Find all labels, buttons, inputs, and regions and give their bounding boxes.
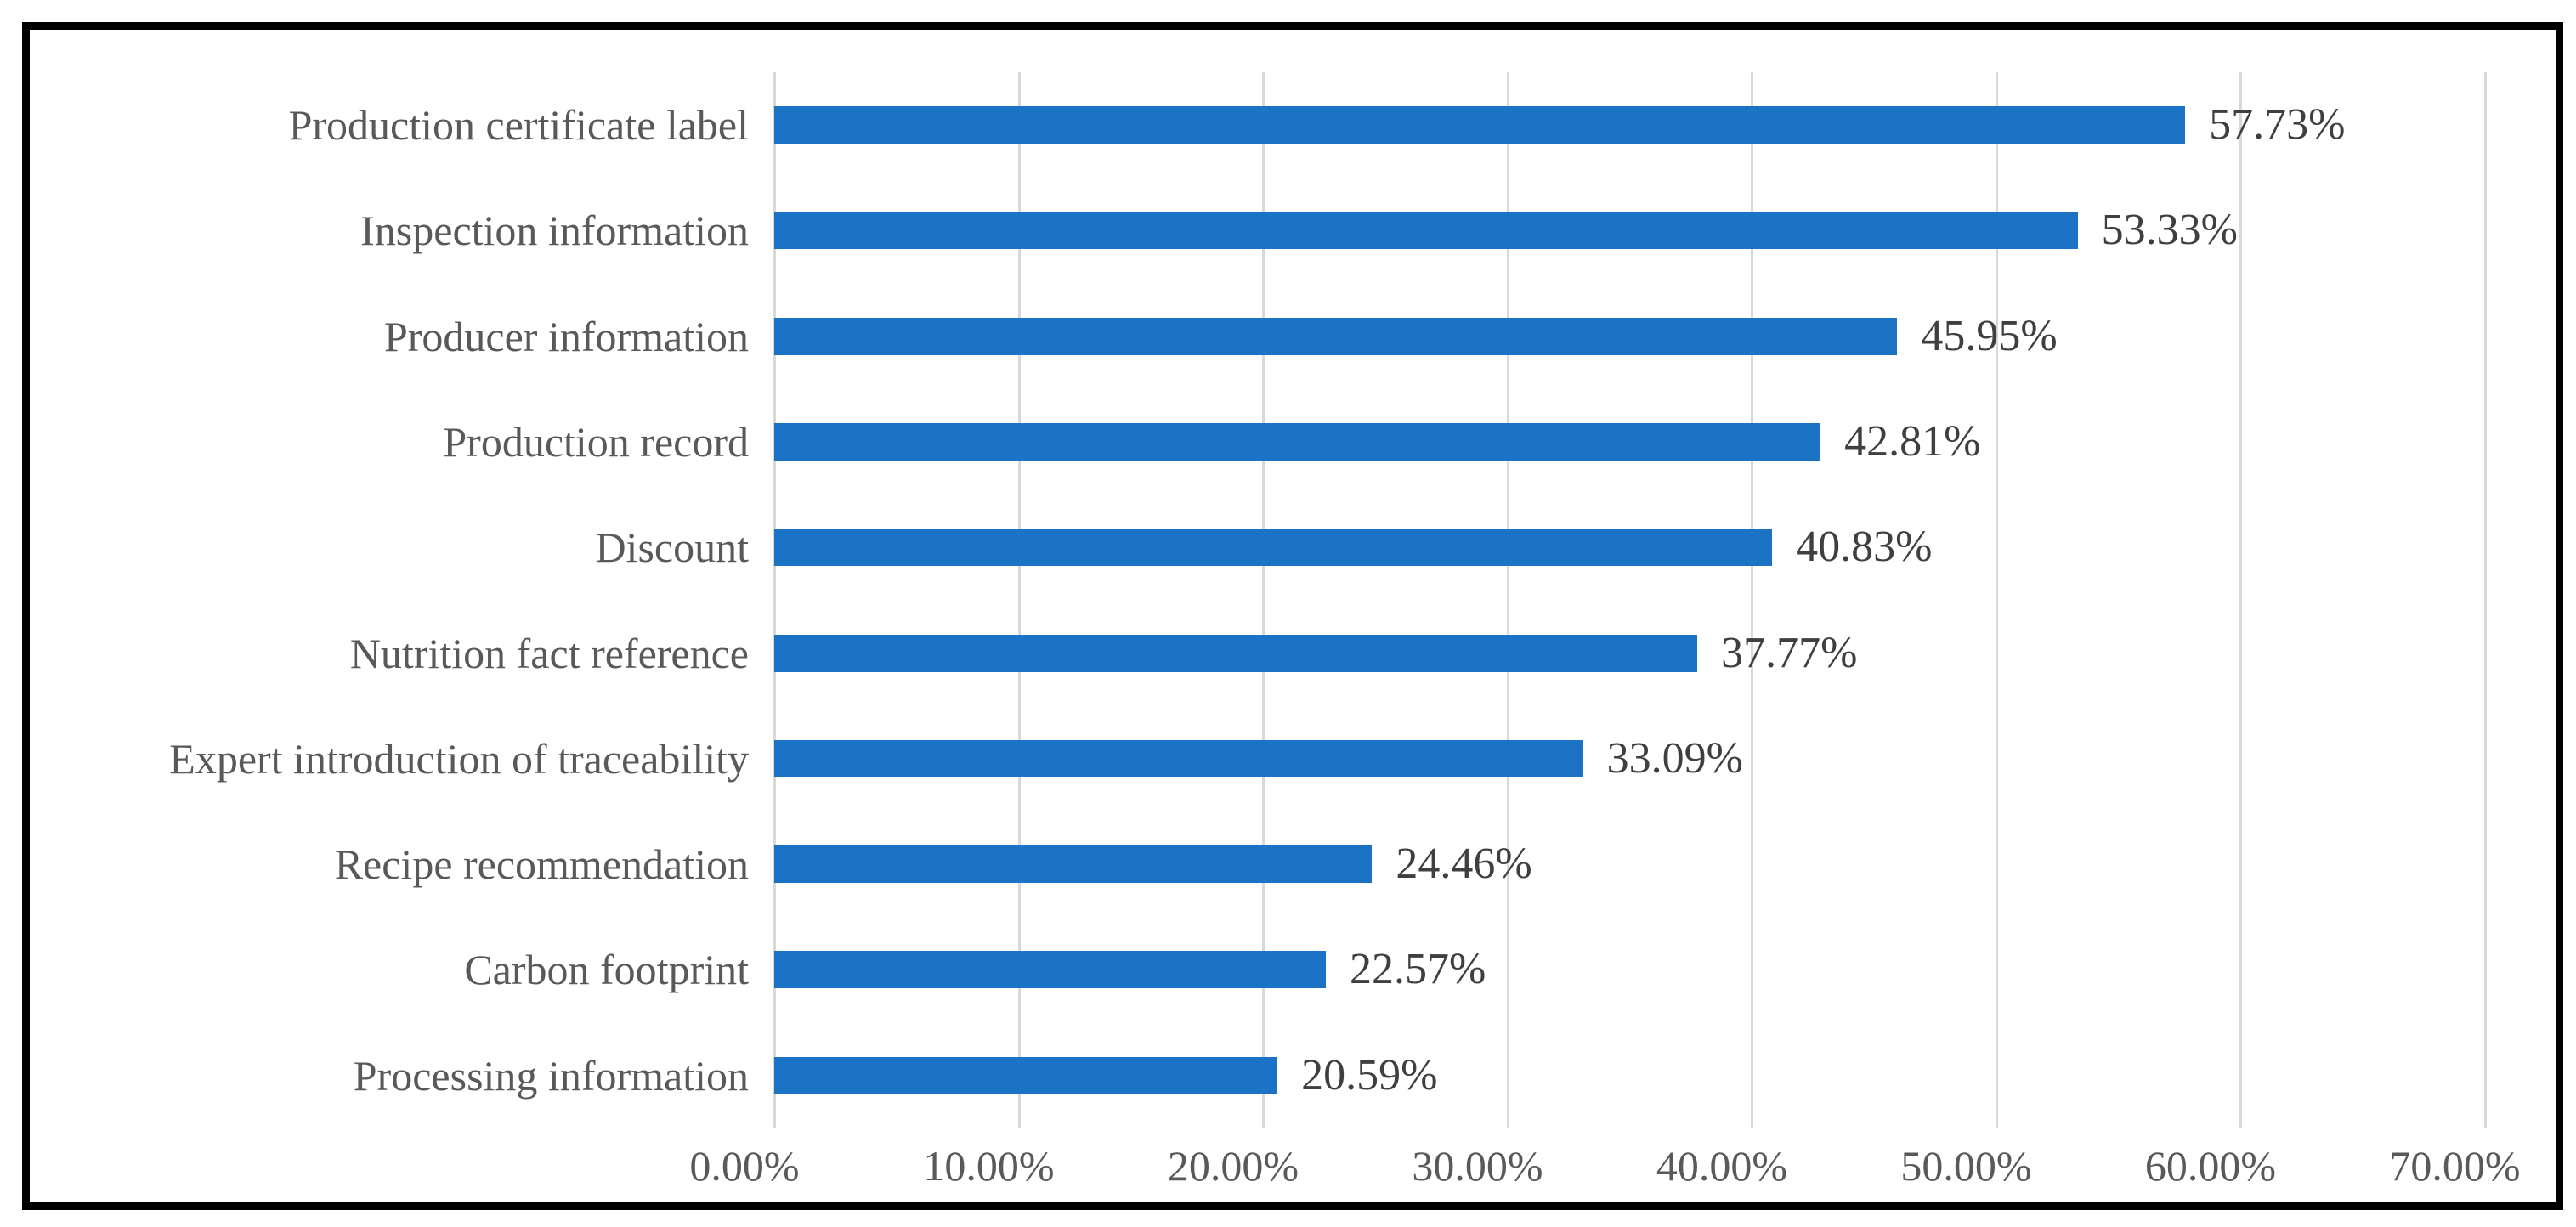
vertical-gridline (1995, 72, 1998, 1128)
bar (774, 634, 1698, 672)
vertical-gridline (1262, 72, 1265, 1128)
category-label: Nutrition fact reference (349, 629, 749, 677)
category-label: Producer information (383, 312, 749, 360)
value-label: 37.77% (1721, 628, 1858, 677)
bar (774, 739, 1583, 777)
bar (774, 317, 1898, 355)
value-label: 22.57% (1350, 945, 1486, 994)
bar-row: 45.95% (774, 284, 2485, 389)
vertical-gridline (2239, 72, 2242, 1128)
bar-row: 33.09% (774, 706, 2485, 811)
category-label: Processing information (353, 1051, 749, 1100)
bar (774, 529, 1773, 567)
x-tick-label: 60.00% (2144, 1142, 2277, 1190)
bar (774, 212, 2078, 250)
category-label: Carbon footprint (464, 946, 749, 994)
bar (774, 845, 1373, 884)
bar-row: 24.46% (774, 811, 2485, 917)
value-label: 57.73% (2209, 100, 2346, 149)
x-tick-label: 40.00% (1656, 1142, 1788, 1190)
bar-row: 20.59% (774, 1023, 2485, 1128)
bar-row: 40.83% (774, 495, 2485, 600)
value-label: 20.59% (1301, 1050, 1438, 1100)
bar (774, 1056, 1278, 1094)
bar (774, 106, 2186, 144)
x-tick-label: 10.00% (923, 1142, 1055, 1190)
bar (774, 951, 1327, 989)
x-tick-label: 20.00% (1167, 1142, 1299, 1190)
category-label: Inspection information (360, 206, 749, 255)
bar-row: 22.57% (774, 917, 2485, 1022)
value-label: 53.33% (2101, 206, 2238, 255)
bar-row: 57.73% (774, 72, 2485, 178)
value-label: 40.83% (1796, 523, 1933, 572)
value-label: 42.81% (1844, 416, 1981, 466)
bar-row: 42.81% (774, 389, 2485, 495)
bar-row: 53.33% (774, 178, 2485, 283)
x-tick-label: 0.00% (689, 1142, 800, 1190)
category-label: Recipe recommendation (334, 840, 749, 889)
value-label: 45.95% (1921, 311, 2058, 360)
category-label: Discount (595, 523, 749, 572)
vertical-gridline (773, 72, 776, 1128)
vertical-gridline (1506, 72, 1509, 1128)
category-label: Production certificate label (288, 101, 749, 149)
plot-area: 57.73% 53.33% 45.95% 42.81% 40.83% 37.77% 33.0… (773, 72, 2487, 1128)
bar-row: 37.77% (774, 601, 2485, 706)
chart-frame: 57.73% 53.33% 45.95% 42.81% 40.83% 37.77% 33.0… (22, 22, 2563, 1210)
vertical-gridline (2483, 72, 2487, 1128)
x-tick-label: 50.00% (1900, 1142, 2032, 1190)
value-label: 33.09% (1606, 733, 1743, 783)
x-tick-label: 30.00% (1412, 1142, 1543, 1190)
value-axis: 0.00% 10.00% 20.00% 30.00% 40.00% 50.00% 60.00… (0, 1132, 2576, 1200)
value-label: 24.46% (1396, 840, 1532, 889)
vertical-gridline (1751, 72, 1753, 1128)
x-tick-label: 70.00% (2389, 1142, 2521, 1190)
category-axis: Production certificate label Inspection i… (64, 72, 749, 1128)
vertical-gridline (1017, 72, 1021, 1128)
category-label: Expert introduction of traceability (169, 734, 749, 783)
bar (774, 422, 1821, 461)
category-label: Production record (443, 417, 749, 466)
